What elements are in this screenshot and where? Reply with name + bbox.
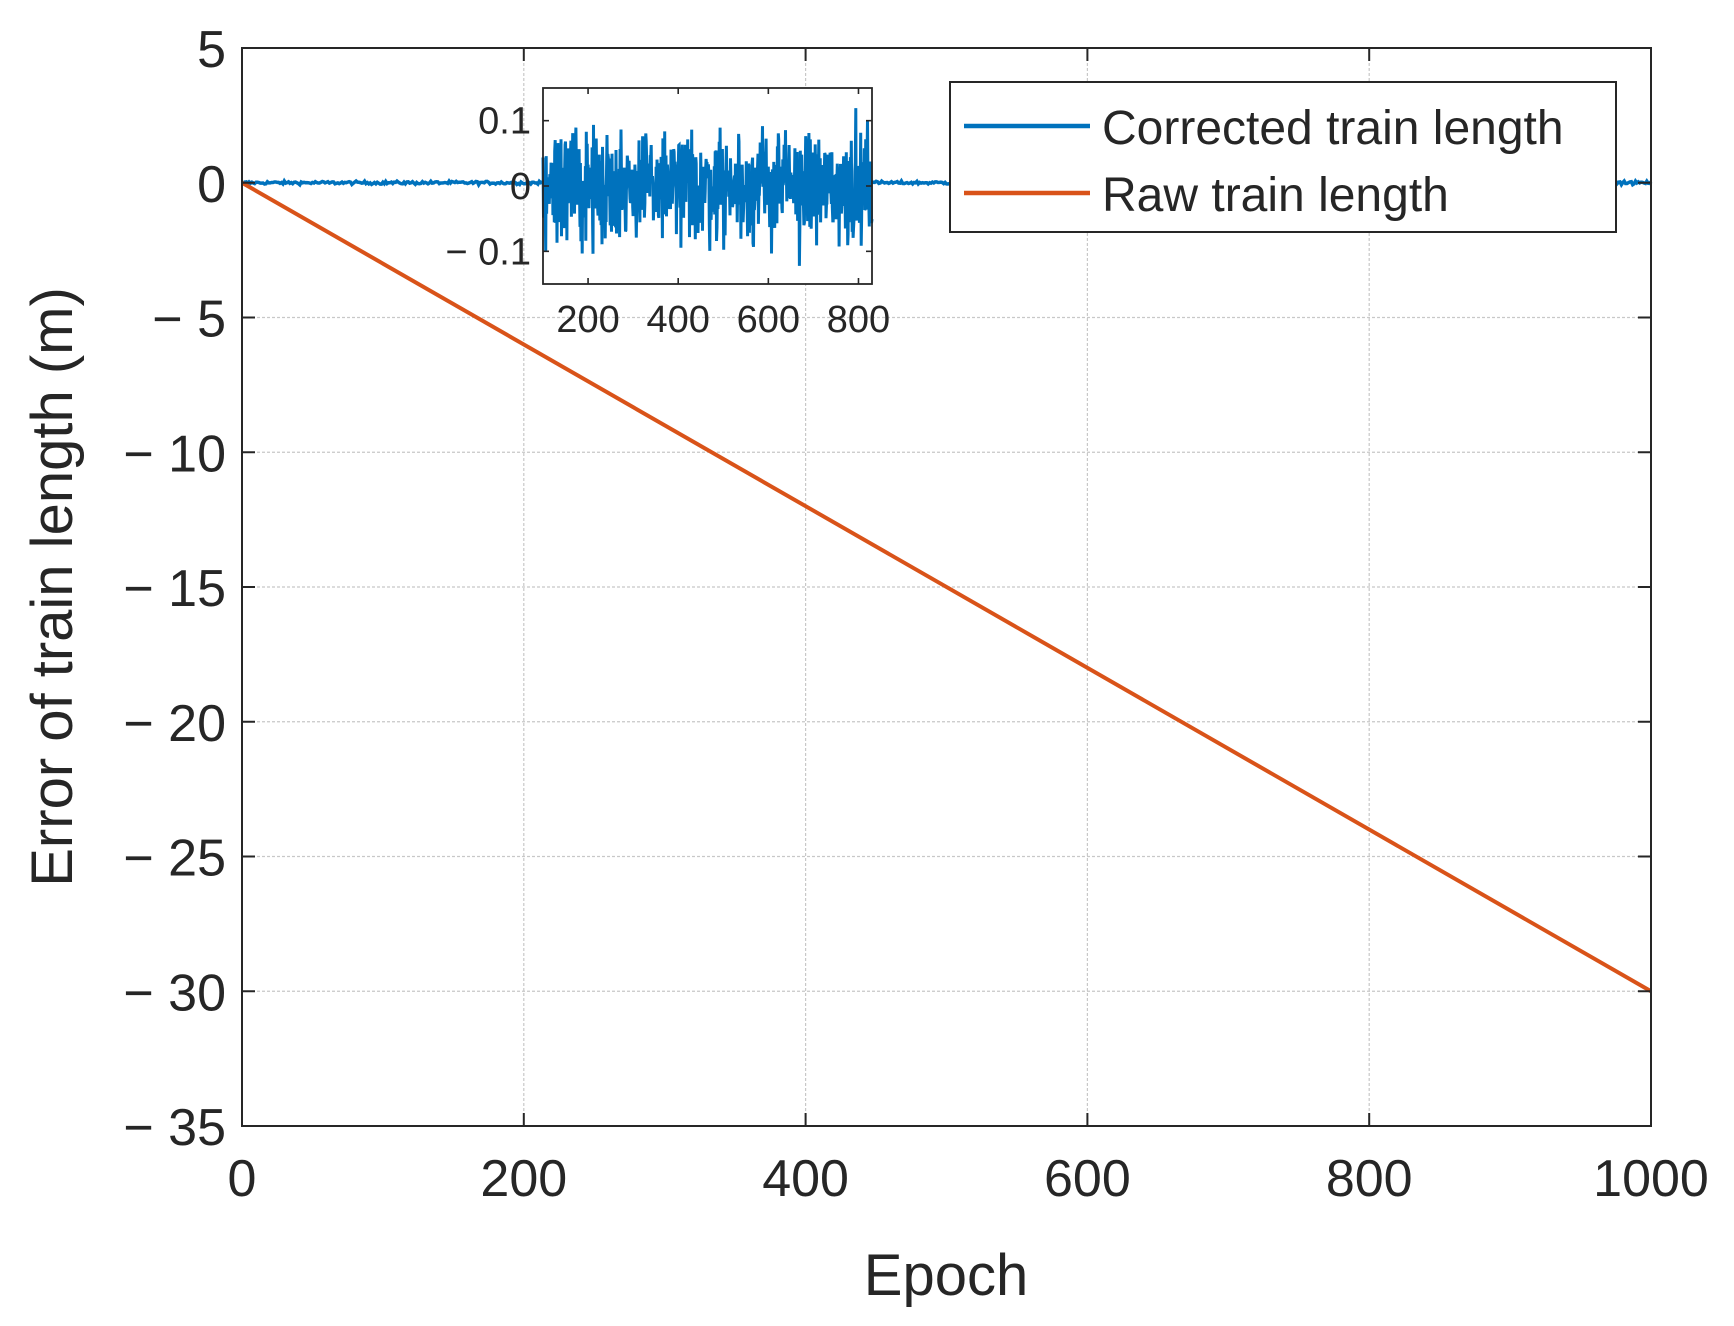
x-tick-label: 1000: [1593, 1150, 1709, 1208]
inset-series: [541, 108, 874, 266]
x-tick-label: 200: [480, 1150, 567, 1208]
inset-plot: 200 400 600 800 0.1 0 − 0.1: [445, 87, 890, 341]
y-tick-label: 0: [197, 156, 226, 214]
y-tick-label: − 15: [123, 560, 226, 618]
inset-x-tick-label: 400: [647, 299, 710, 341]
main-ticks: [241, 47, 1652, 1127]
x-tick-label: 800: [1326, 1150, 1413, 1208]
y-tick-label: − 35: [123, 1099, 226, 1157]
inset-x-tick-label: 800: [827, 299, 890, 341]
main-tick-labels: 0 200 400 600 800 1000 5 0 − 5 − 10 − 15 − 20 − 25 − …: [123, 21, 1709, 1208]
y-tick-label: − 5: [152, 291, 226, 349]
legend: Corrected train length Raw train length: [949, 81, 1617, 233]
y-tick-label: − 20: [123, 695, 226, 753]
y-tick-label: − 30: [123, 964, 226, 1022]
y-tick-label: − 25: [123, 830, 226, 888]
legend-box: [949, 81, 1617, 233]
inset-x-tick-label: 600: [737, 299, 800, 341]
inset-ticks: [543, 88, 872, 284]
inset-tick-labels: 200 400 600 800 0.1 0 − 0.1: [445, 101, 890, 341]
x-tick-label: 600: [1044, 1150, 1131, 1208]
legend-label-corrected: Corrected train length: [1102, 102, 1564, 155]
inset-y-tick-label: 0.1: [478, 101, 531, 143]
x-axis-label: Epoch: [864, 1243, 1028, 1308]
series-line-raw: [241, 181, 1652, 993]
y-axis-label: Error of train length (m): [20, 287, 85, 887]
x-tick-label: 0: [228, 1150, 257, 1208]
inset-x-tick-label: 200: [556, 299, 619, 341]
inset-y-tick-label: 0: [510, 166, 531, 208]
y-tick-label: 5: [197, 21, 226, 79]
legend-label-raw: Raw train length: [1102, 169, 1449, 222]
y-tick-label: − 10: [123, 425, 226, 483]
inset-series-line: [541, 108, 874, 266]
inset-y-tick-label: − 0.1: [445, 231, 531, 273]
x-tick-label: 400: [762, 1150, 849, 1208]
